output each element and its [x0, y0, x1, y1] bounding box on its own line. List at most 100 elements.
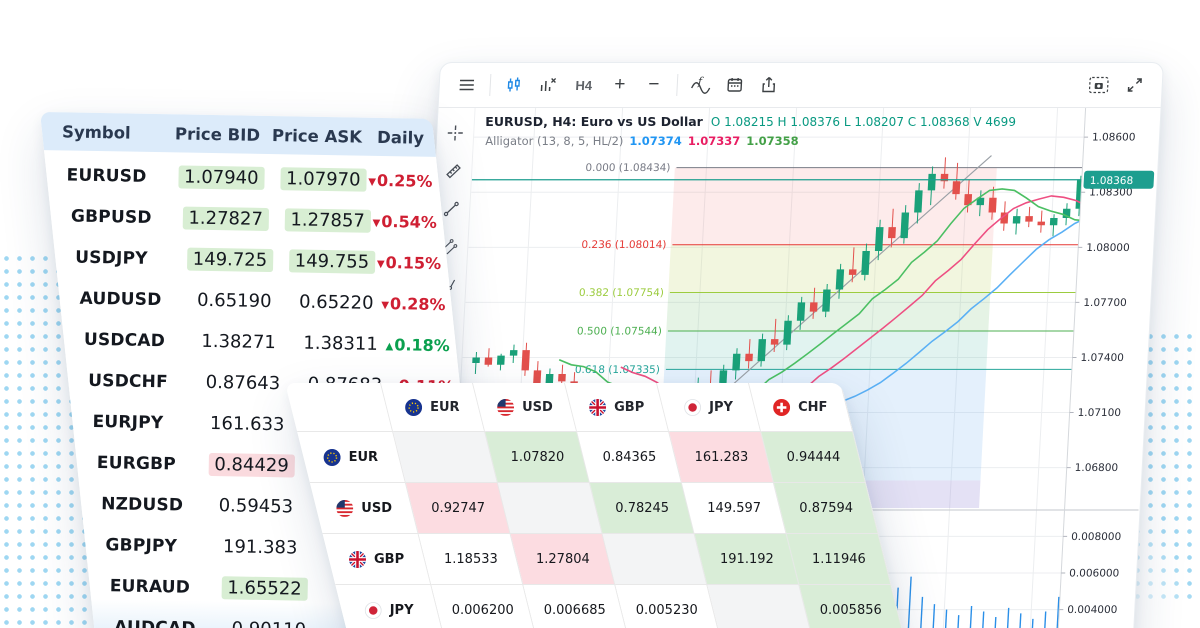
quote-column-header: Price BID — [174, 123, 261, 145]
svg-text:0.500 (1.07544): 0.500 (1.07544) — [577, 326, 663, 338]
symbol-label: GBPUSD — [70, 206, 152, 228]
svg-text:0.618 (1.07335): 0.618 (1.07335) — [575, 364, 661, 376]
quote-column-header: Price ASK — [271, 125, 363, 147]
symbol-label: EURGBP — [96, 452, 177, 474]
matrix-header-eur: EUR — [381, 383, 486, 432]
symbol-label: EURUSD — [66, 164, 147, 187]
indicator-list-button[interactable] — [532, 70, 564, 100]
trendline-tool-button[interactable] — [439, 198, 464, 222]
calendar-button[interactable] — [719, 70, 751, 100]
bid-price: 161.633 — [209, 413, 285, 436]
matrix-cell: 0.87594 — [773, 483, 879, 534]
quote-row-gbpusd[interactable]: GBPUSD 1.27827 1.27857 ▼0.54% — [49, 195, 445, 243]
gbp-flag-icon — [588, 398, 606, 416]
usd-flag-icon — [496, 398, 514, 416]
jpy-flag-icon — [684, 398, 702, 416]
matrix-cell: 0.94444 — [761, 432, 866, 483]
share-icon — [758, 75, 779, 95]
svg-text:0.006000: 0.006000 — [1069, 568, 1120, 580]
svg-text:1.08368: 1.08368 — [1089, 175, 1133, 187]
ask-price: 0.65220 — [298, 291, 374, 314]
svg-text:0.004000: 0.004000 — [1067, 604, 1118, 616]
symbol-label: NZDUSD — [100, 493, 184, 516]
calendar-icon — [724, 75, 745, 95]
zoom-in-button[interactable]: + — [604, 70, 636, 100]
toolbar-divider — [489, 74, 492, 96]
share-button[interactable] — [753, 70, 785, 100]
price-axis-labels: 1.08600 1.08300 1.08000 1.07700 1.07400 1.071… — [1059, 132, 1136, 616]
menu-button[interactable] — [451, 70, 483, 100]
currency-code: EUR — [348, 449, 379, 465]
currency-matrix: EUR USD GBP JPY CHF EUR 1.07820 0.84365 161.283 0… — [285, 383, 916, 628]
quote-row-eurusd[interactable]: EURUSD 1.07940 1.07970 ▼0.25% — [44, 154, 440, 202]
bid-price: 1.27827 — [171, 206, 270, 232]
bar-chart-x-icon — [537, 75, 558, 95]
timeframe-button[interactable]: H4 — [566, 70, 602, 100]
matrix-cell: 1.27804 — [510, 534, 616, 585]
chf-flag-icon — [773, 398, 791, 416]
svg-text:0.000 (1.08434): 0.000 (1.08434) — [585, 162, 671, 174]
indicators-button[interactable]: f — [685, 70, 717, 100]
ask-price: 1.27857 — [269, 208, 372, 233]
symbol-label: EURAUD — [109, 575, 191, 598]
camera-icon — [1087, 75, 1110, 95]
eur-flag-icon — [405, 398, 423, 416]
matrix-cell: 149.597 — [681, 483, 787, 534]
svg-text:0.008000: 0.008000 — [1071, 531, 1122, 543]
zoom-out-button[interactable]: − — [638, 70, 670, 100]
price-axis-line — [1055, 108, 1087, 628]
bid-price: 0.59453 — [218, 495, 294, 518]
daily-change: ▲0.18% — [385, 335, 450, 356]
symbol-label: USDJPY — [75, 247, 148, 269]
down-arrow-icon: ▼ — [372, 217, 381, 229]
currency-code: CHF — [798, 399, 828, 415]
currency-code: USD — [521, 399, 553, 415]
matrix-row-label-eur: EUR — [297, 432, 406, 483]
crosshair-icon — [445, 123, 466, 146]
matrix-cell: 0.84365 — [577, 432, 682, 483]
matrix-cell: 0.78245 — [589, 483, 695, 534]
matrix-header-chf: CHF — [749, 383, 854, 432]
matrix-cell: 1.18533 — [418, 534, 524, 585]
daily-change: ▼0.15% — [376, 253, 442, 274]
matrix-cell — [393, 432, 498, 483]
currency-code: USD — [360, 500, 392, 516]
daily-change: ▼0.25% — [368, 170, 433, 191]
candlestick-style-button[interactable] — [498, 70, 530, 100]
down-arrow-icon: ▼ — [376, 258, 385, 271]
svg-text:1.07100: 1.07100 — [1077, 407, 1121, 419]
quote-row-usdcad[interactable]: USDCAD 1.38271 1.38311 ▲0.18% — [62, 318, 458, 366]
matrix-cell: 0.92747 — [405, 483, 511, 534]
symbol-label: EURJPY — [92, 411, 164, 433]
trendline-icon — [441, 199, 462, 222]
quote-row-audusd[interactable]: AUDUSD 0.65190 0.65220 ▼0.28% — [57, 277, 453, 325]
bid-price: 149.725 — [175, 247, 274, 273]
bid-price: 0.84429 — [197, 452, 295, 478]
matrix-header-gbp: GBP — [565, 383, 670, 432]
measure-tool-button[interactable] — [441, 160, 466, 184]
bid-price: 0.90110 — [214, 617, 312, 628]
matrix-cell: 0.006200 — [431, 585, 537, 628]
matrix-cell: 161.283 — [669, 432, 774, 483]
matrix-row-label-jpy: JPY — [335, 585, 445, 628]
crosshair-tool-button[interactable] — [443, 122, 468, 146]
matrix-header-usd: USD — [473, 383, 578, 432]
ask-price: 1.38311 — [303, 332, 378, 355]
svg-text:1.08300: 1.08300 — [1089, 187, 1133, 199]
currency-code: GBP — [613, 399, 645, 415]
bid-price: 1.38271 — [201, 330, 277, 354]
quote-row-usdjpy[interactable]: USDJPY 149.725 149.755 ▼0.15% — [53, 236, 449, 284]
svg-text:1.07400: 1.07400 — [1080, 352, 1124, 364]
bid-price: 1.65522 — [210, 576, 308, 601]
bid-price: 191.383 — [222, 536, 298, 559]
chart-toolbar: H4 + − f — [438, 63, 1163, 108]
daily-change: ▼0.28% — [381, 294, 446, 315]
matrix-cell — [707, 585, 813, 628]
up-arrow-icon: ▲ — [385, 341, 394, 353]
daily-change: ▼0.54% — [372, 211, 438, 232]
currency-matrix-grid: EUR USD GBP JPY CHF EUR 1.07820 0.84365 161.283 0… — [285, 383, 905, 628]
screenshot-button[interactable] — [1083, 70, 1115, 100]
fullscreen-button[interactable] — [1119, 70, 1151, 100]
svg-text:1.08000: 1.08000 — [1086, 242, 1130, 254]
